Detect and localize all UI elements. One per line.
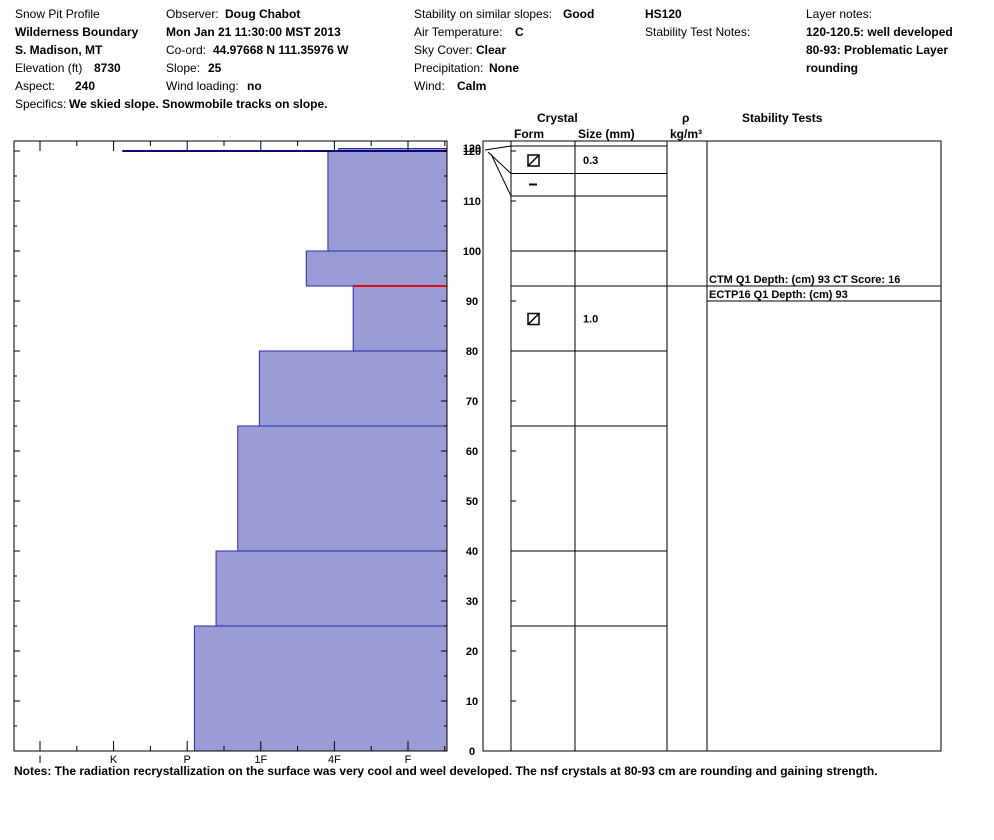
observation-datetime: Mon Jan 21 11:30:00 MST 2013 [166,25,341,39]
size-header: Size (mm) [578,127,635,141]
layer-connector [484,145,512,151]
stability-test-result: ECTP16 Q1 Depth: (cm) 93 [709,289,848,301]
hardness-tick-label: 4F [328,754,341,766]
depth-tick-label: 20 [466,646,478,658]
depth-tick-label: 70 [466,396,478,408]
specifics-value: We skied slope. Snowmobile tracks on slo… [69,97,328,111]
hardness-layer [193,625,448,752]
pit-title: Snow Pit Profile [15,7,100,21]
crystal-entries: 0.3 1.0 [527,154,598,326]
wind-loading-value: no [247,79,262,93]
crystal-slash [527,154,540,167]
precipitation-label: Precipitation: [414,61,484,75]
hardness-tick-label: K [110,754,118,766]
depth-tick-label: 110 [463,196,481,208]
hardness-tick-label: I [38,754,41,766]
layer-connector [490,153,512,197]
stability-label: Stability on similar slopes: [414,7,553,21]
faceted-rounding-icon [527,154,540,167]
depth-tick-label: 100 [463,246,481,258]
hardness-layer [327,150,448,252]
depth-tick-label: 120 [463,146,481,158]
faceted-rounding-icon [527,312,540,326]
aspect-value: 240 [75,79,96,93]
location-name: Wilderness Boundary [15,25,139,39]
stability-tests-header: Stability Tests [742,111,823,125]
crystal-header: Crystal [537,111,578,125]
hardness-layer [258,350,448,427]
layer-note-1: 120-120.5: well developed [806,25,953,39]
depth-tick-label: 80 [466,346,478,358]
stability-test-entries: CTM Q1 Depth: (cm) 93 CT Score: 16 ECTP16… [709,274,900,301]
crystal-size: 0.3 [583,155,598,167]
layer-notes-label: Layer notes: [806,7,873,21]
slope-label: Slope: [166,61,201,75]
sky-cover-value: Clear [476,43,507,57]
hardness-tick-label: 1F [254,754,267,766]
sky-cover-label: Sky Cover: [414,43,473,57]
air-temp-label: Air Temperature: [414,25,503,39]
air-temp-value: C [515,25,524,39]
hardness-layer [352,285,448,352]
hardness-bars [122,148,448,752]
depth-tick-label: 60 [466,446,478,458]
depth-tick-label: 90 [466,296,478,308]
hardness-plot-frame [13,140,448,752]
aspect-label: Aspect: [15,79,56,93]
hardness-layer [237,425,448,552]
density-unit: kg/m³ [670,127,703,141]
depth-tick-label: 10 [466,696,478,708]
hardness-ticks: I K P 1F 4F F [38,141,446,766]
coord-value: 44.97668 N 111.35976 W [213,43,349,57]
layer-note-2: 80-93: Problematic Layer [806,43,949,57]
crystal-table [482,140,942,752]
observer-label: Observer: [166,7,219,21]
hardness-tick-label: P [184,754,191,766]
hardness-frame [13,140,448,752]
region: S. Madison, MT [15,43,103,57]
hs-value: HS120 [645,7,682,21]
hardness-layer [305,250,448,287]
density-header: ρ [682,111,690,125]
hardness-layer [215,550,448,627]
crystal-square [527,154,540,167]
elevation-value: 8730 [94,61,121,75]
layer-note-3: rounding [806,61,858,75]
crystal-size: 1.0 [583,314,598,326]
depth-tick-label: 0 [469,746,475,758]
notes: Notes: The radiation recrystallization o… [14,764,878,778]
observer-value: Doug Chabot [225,7,301,21]
depth-tick-label: 50 [466,496,478,508]
slope-value: 25 [208,61,222,75]
stability-test-notes-label: Stability Test Notes: [645,25,751,39]
depth-tick-label: 30 [466,596,478,608]
stability-value: Good [563,7,595,21]
specifics-label: Specifics: [15,97,67,111]
wind-loading-label: Wind loading: [166,79,239,93]
precipitation-value: None [489,61,519,75]
hardness-tick-label: F [405,754,412,766]
depth-tick-label: 40 [466,546,478,558]
form-header: Form [514,127,544,141]
crystal-square [527,312,540,326]
stability-test-result: CTM Q1 Depth: (cm) 93 CT Score: 16 [709,274,900,286]
table-frame [482,140,942,752]
coord-label: Co-ord: [166,43,207,57]
crystal-slash [527,312,540,326]
depth-top-label: 120 [463,143,481,155]
elevation-label: Elevation (ft) [15,61,83,75]
wind-value: Calm [457,79,487,93]
wind-label: Wind: [414,79,445,93]
